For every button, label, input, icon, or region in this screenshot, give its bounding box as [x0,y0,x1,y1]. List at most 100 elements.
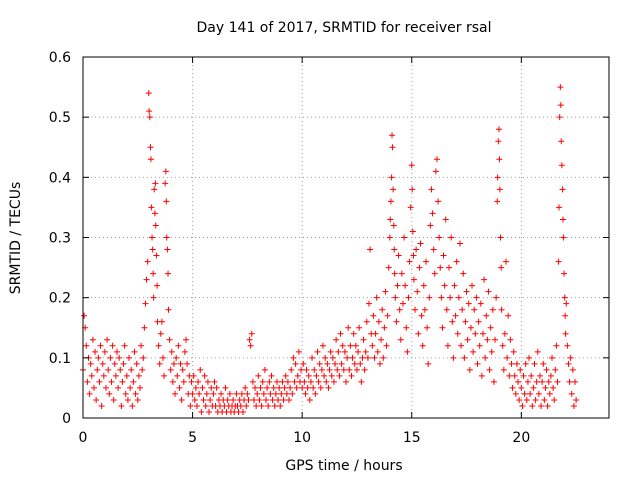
data-point [557,102,564,109]
data-point [410,252,417,259]
data-point [451,282,458,289]
data-point [242,384,249,391]
data-point [250,396,257,403]
data-point [93,396,100,403]
data-point [523,396,530,403]
data-point [374,348,381,355]
data-point [494,198,501,205]
data-point [295,348,302,355]
data-point [389,144,396,151]
data-point [512,390,519,397]
data-point [138,342,145,349]
data-point [473,294,480,301]
data-point [383,342,390,349]
data-point [207,396,214,403]
data-point [203,390,210,397]
y-axis-title: SRMTID / TECUs [8,182,24,295]
data-point [403,324,410,331]
data-point [267,390,274,397]
data-point [147,156,154,163]
data-point [510,348,517,355]
data-point [396,306,403,313]
data-point [87,360,94,367]
data-point [508,360,515,367]
data-point [341,348,348,355]
data-point [306,396,313,403]
data-point [276,384,283,391]
data-point [180,378,187,385]
data-point [245,396,252,403]
data-point [487,324,494,331]
data-point [464,336,471,343]
data-point [474,360,481,367]
data-point [255,372,262,379]
data-point [163,234,170,241]
data-point [543,366,550,373]
data-point [283,390,290,397]
data-point [124,396,131,403]
data-point [117,366,124,373]
data-point [436,234,443,241]
data-point [350,330,357,337]
data-point [305,372,312,379]
data-point [502,258,509,265]
data-point [94,366,101,373]
data-point [488,348,495,355]
data-point [495,126,502,133]
data-point [440,252,447,259]
x-tick-label: 20 [512,430,530,446]
data-point [167,366,174,373]
data-point [553,342,560,349]
data-point [132,390,139,397]
data-point [435,198,442,205]
data-point [321,372,328,379]
data-point [122,390,129,397]
data-point [390,222,397,229]
data-point [344,354,351,361]
data-point [429,210,436,217]
data-point [168,348,175,355]
data-point [432,168,439,175]
data-point [415,330,422,337]
data-point [176,384,183,391]
data-point [151,186,158,193]
data-point [130,378,137,385]
data-point [86,390,93,397]
data-point [247,342,254,349]
data-point [100,372,107,379]
data-point [572,378,579,385]
data-point [556,114,563,121]
data-point [439,324,446,331]
data-point [448,234,455,241]
data-point [431,270,438,277]
data-point [278,390,285,397]
data-point [165,270,172,277]
data-point [118,402,125,409]
data-point [178,396,185,403]
data-point [347,342,354,349]
data-point [211,378,218,385]
data-point [213,384,220,391]
data-point [333,336,340,343]
data-point [126,354,133,361]
data-point [189,390,196,397]
data-point [515,378,522,385]
data-point [318,366,325,373]
data-point [397,336,404,343]
data-point [135,372,142,379]
data-point [145,90,152,97]
data-point [528,372,535,379]
data-point [155,342,162,349]
data-point [343,378,349,385]
data-point [378,336,385,343]
data-point [165,306,172,313]
data-point [430,246,437,253]
data-point [535,390,542,397]
data-point [301,378,308,385]
data-point [370,312,377,319]
data-point [304,384,311,391]
data-point [362,348,369,355]
data-point [226,390,233,397]
tick-labels: 0 5 10 15 20 0 0.1 0.2 0.3 0.4 0.5 0.6 [49,50,531,446]
